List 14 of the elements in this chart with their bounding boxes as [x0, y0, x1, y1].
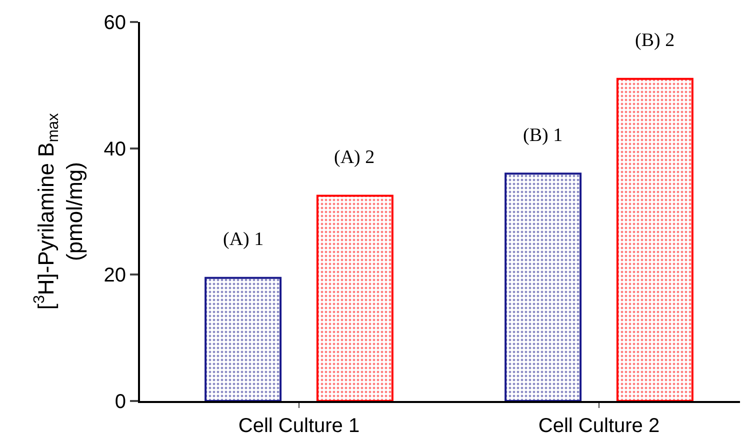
annotation: (B) 1	[523, 125, 563, 146]
bar	[616, 78, 694, 401]
y-tick-label: 20	[104, 264, 126, 287]
x-tick-label: Cell Culture 1	[238, 415, 360, 437]
x-tick-label: Cell Culture 2	[538, 415, 660, 437]
y-tick-label: 0	[114, 391, 126, 413]
annotation: (B) 2	[635, 30, 675, 51]
annotation: (A) 1	[223, 229, 264, 250]
y-tick-label: 60	[104, 12, 126, 34]
y-tick-label: 40	[104, 138, 126, 160]
bar	[504, 172, 582, 401]
bar	[204, 276, 282, 401]
bar	[316, 194, 394, 401]
annotation: (A) 2	[334, 147, 375, 168]
